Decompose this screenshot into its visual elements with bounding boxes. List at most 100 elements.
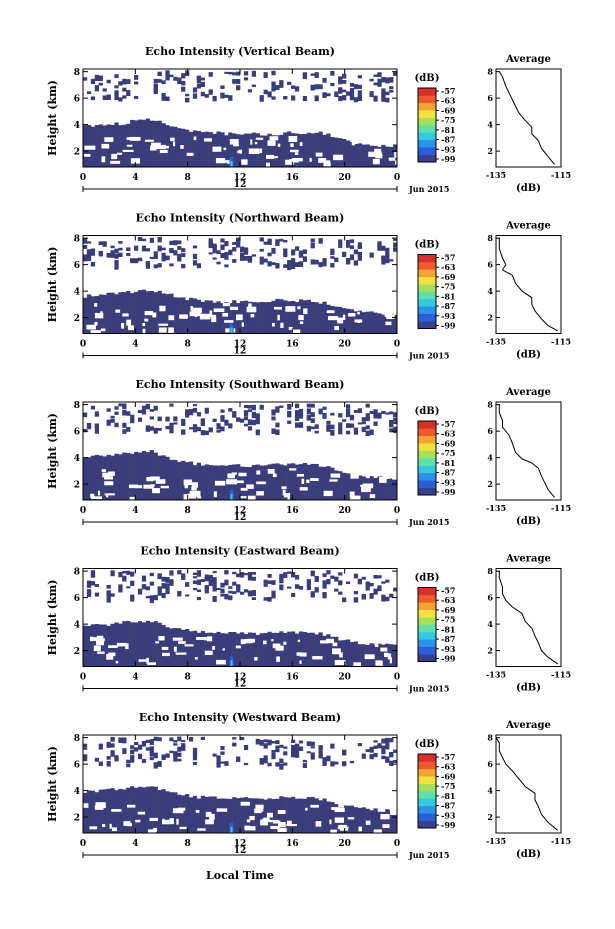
echo-column <box>228 798 233 833</box>
echo-column <box>137 452 143 500</box>
echo-column <box>342 308 347 334</box>
echo-cell <box>236 241 241 245</box>
y-tick-label: 6 <box>74 594 80 604</box>
echo-column <box>353 641 359 667</box>
heatmap <box>83 736 400 835</box>
panel-title: Echo Intensity (Southward Beam) <box>136 378 345 391</box>
side-y-tick-label: 8 <box>487 566 493 576</box>
echo-cell <box>122 95 127 99</box>
echo-cell <box>338 428 343 435</box>
echo-cell <box>393 247 398 252</box>
echo-cell <box>263 258 268 263</box>
echo-column <box>196 798 202 833</box>
echo-cell <box>243 416 249 421</box>
side-x-tick-label: -115 <box>551 670 571 680</box>
echo-cell <box>102 88 107 92</box>
colorbar-tick-label: -93 <box>441 810 456 820</box>
date-label: Jun 2015 <box>408 351 449 361</box>
echo-column <box>302 462 308 500</box>
echo-cell <box>263 89 268 95</box>
echo-cell <box>259 238 264 242</box>
echo-column <box>98 455 103 500</box>
echo-column <box>98 789 103 833</box>
echo-cell <box>373 740 378 743</box>
echo-column <box>153 621 158 667</box>
echo-gap <box>360 484 369 487</box>
echo-cell <box>322 260 327 267</box>
y-axis-label: Height (km) <box>46 80 59 156</box>
echo-column <box>188 631 194 667</box>
echo-cell <box>267 762 272 767</box>
echo-gap <box>373 829 382 835</box>
echo-gap <box>254 657 258 661</box>
echo-gap <box>350 473 359 479</box>
echo-gap <box>337 317 344 324</box>
echo-cell <box>361 753 366 759</box>
echo-cell <box>192 751 198 755</box>
echo-column <box>134 787 139 833</box>
echo-cell <box>338 413 343 418</box>
echo-cell <box>83 77 88 81</box>
echo-cell <box>283 751 288 756</box>
colorbar-swatch <box>418 487 436 496</box>
echo-gap <box>254 808 262 814</box>
echo-gap <box>329 479 338 482</box>
colorbar-tick-label: -81 <box>441 458 455 468</box>
echo-cell <box>118 571 123 578</box>
echo-cell <box>291 95 296 101</box>
echo-column <box>90 296 96 334</box>
side-xlabel: (dB) <box>516 683 541 694</box>
echo-column <box>255 798 260 833</box>
echo-column <box>361 807 366 833</box>
echo-cell <box>306 741 311 747</box>
echo-cell <box>294 574 300 578</box>
echo-cell <box>345 239 351 244</box>
panel-4: Echo Intensity (Westward Beam)2468Height… <box>46 711 571 860</box>
echo-cell <box>110 415 115 419</box>
echo-cell <box>365 581 370 587</box>
echo-gap <box>250 313 255 318</box>
echo-cell <box>342 597 347 603</box>
y-tick-label: 2 <box>74 647 80 657</box>
x-tick-label: 4 <box>132 173 138 183</box>
echo-cell <box>291 744 296 751</box>
colorbar-tick-label: -87 <box>441 468 455 478</box>
echo-column <box>165 791 170 833</box>
date-label: Jun 2015 <box>408 517 449 527</box>
echo-column <box>90 624 96 667</box>
echo-cell <box>157 79 162 83</box>
echo-cell <box>157 586 162 592</box>
echo-gap <box>259 148 263 154</box>
echo-gap <box>379 476 387 483</box>
echo-column <box>267 631 272 667</box>
echo-gap <box>246 306 257 313</box>
colorbar-tick-label: -87 <box>441 801 455 811</box>
colorbar-unit: (dB) <box>415 573 440 584</box>
echo-column <box>145 452 151 500</box>
side-y-tick-label: 6 <box>487 426 493 436</box>
colorbar-swatch <box>418 291 436 300</box>
echo-cell <box>220 426 225 432</box>
echo-column <box>149 450 154 500</box>
echo-gap <box>180 145 184 149</box>
echo-cell <box>251 70 256 77</box>
side-y-tick-label: 6 <box>487 759 493 769</box>
echo-cell <box>130 755 135 760</box>
echo-cell <box>153 762 158 767</box>
echo-gap <box>357 320 361 323</box>
echo-column <box>275 798 280 833</box>
echo-column <box>353 144 359 167</box>
echo-cell <box>322 573 327 578</box>
echo-column <box>224 633 229 667</box>
echo-column <box>232 133 237 167</box>
x-tick-label: 0 <box>394 173 400 183</box>
echo-cell <box>271 87 276 92</box>
echo-gap <box>121 323 125 329</box>
echo-cell <box>271 749 276 753</box>
echo-gap <box>172 141 176 147</box>
echo-cell <box>373 82 378 86</box>
echo-gap <box>240 496 247 499</box>
echo-cell <box>181 743 186 748</box>
colorbar-swatch <box>418 654 436 662</box>
